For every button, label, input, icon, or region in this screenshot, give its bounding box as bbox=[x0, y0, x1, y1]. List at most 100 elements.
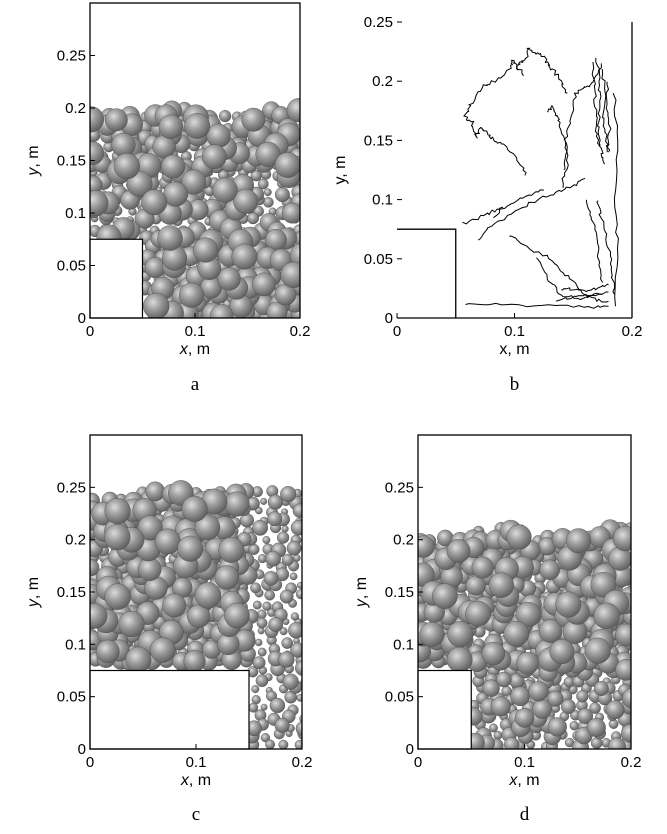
y-tick-label: 0.05 bbox=[57, 258, 86, 275]
particle bbox=[252, 656, 266, 670]
particle bbox=[181, 495, 208, 522]
particle bbox=[566, 528, 592, 554]
particle bbox=[141, 189, 168, 216]
particle-packing bbox=[418, 519, 631, 749]
particle bbox=[218, 537, 245, 563]
trajectory-line bbox=[601, 68, 611, 153]
particle bbox=[286, 98, 300, 123]
particle bbox=[177, 535, 204, 562]
trajectory-line bbox=[555, 291, 609, 302]
x-tick-label: 0 bbox=[414, 754, 422, 771]
particle bbox=[267, 511, 283, 527]
x-tick-label: 0.1 bbox=[504, 323, 525, 340]
y-axis-var: y bbox=[25, 167, 42, 177]
particle bbox=[209, 304, 234, 318]
particle bbox=[419, 621, 445, 647]
particle bbox=[279, 589, 294, 604]
particle bbox=[251, 695, 261, 705]
particle bbox=[250, 170, 262, 182]
trajectories bbox=[462, 47, 619, 309]
particle bbox=[263, 196, 274, 208]
trajectory-line bbox=[465, 302, 609, 309]
particle bbox=[418, 535, 435, 558]
particle bbox=[290, 612, 300, 621]
particle bbox=[446, 646, 473, 673]
particle bbox=[281, 525, 289, 533]
particle bbox=[615, 623, 631, 647]
particle bbox=[137, 515, 163, 541]
y-tick-label: 0.05 bbox=[364, 251, 393, 268]
particle bbox=[104, 583, 131, 610]
particle bbox=[90, 559, 100, 577]
particle bbox=[268, 617, 284, 632]
x-axis-label: x, m bbox=[179, 341, 210, 358]
trajectory-line bbox=[591, 61, 601, 147]
y-tick-label: 0.25 bbox=[57, 479, 86, 496]
particle bbox=[289, 572, 298, 581]
particle bbox=[181, 169, 207, 195]
particle bbox=[149, 637, 176, 663]
obstacle-box bbox=[89, 238, 144, 319]
trajectory-line bbox=[536, 257, 603, 300]
particle bbox=[584, 637, 611, 664]
particle bbox=[503, 621, 530, 647]
particle bbox=[137, 557, 162, 581]
particle bbox=[90, 603, 108, 629]
panel-c: 00.050.10.150.20.250 0.1 0.2x, my, mc bbox=[25, 434, 312, 825]
y-tick-label: 0.05 bbox=[385, 689, 414, 706]
y-axis-var: y bbox=[25, 598, 42, 608]
particle bbox=[547, 717, 567, 737]
particle bbox=[265, 550, 281, 567]
particle bbox=[515, 601, 541, 628]
particle bbox=[281, 553, 294, 566]
particle bbox=[262, 536, 271, 544]
particle bbox=[184, 113, 211, 139]
trajectory-line bbox=[561, 283, 609, 293]
trajectory-line bbox=[547, 105, 568, 171]
y-tick-label: 0.1 bbox=[65, 205, 86, 222]
particle bbox=[290, 642, 302, 658]
y-tick-label: 0.2 bbox=[393, 532, 414, 549]
particle bbox=[294, 740, 302, 749]
particle bbox=[260, 497, 268, 505]
particle bbox=[539, 559, 560, 580]
y-tick-label: 0.25 bbox=[385, 479, 414, 496]
y-axis-unit: , m bbox=[353, 577, 370, 599]
particle bbox=[418, 562, 435, 587]
x-axis-label: x, m bbox=[499, 341, 529, 358]
particle bbox=[217, 267, 241, 291]
particle bbox=[257, 627, 265, 635]
particle bbox=[528, 681, 549, 702]
x-tick-label: 0 bbox=[393, 323, 401, 340]
particle bbox=[280, 261, 300, 288]
particle bbox=[514, 708, 535, 728]
x-axis-unit: , m bbox=[188, 341, 210, 358]
trajectory-line bbox=[605, 81, 612, 153]
particle bbox=[280, 486, 297, 503]
y-axis-var: y bbox=[353, 598, 370, 608]
particle-packing bbox=[90, 98, 300, 318]
particle bbox=[295, 660, 302, 676]
panel-caption: a bbox=[191, 374, 200, 395]
x-tick-label: 0.2 bbox=[290, 323, 311, 340]
particle bbox=[252, 272, 276, 297]
y-tick-label: 0.15 bbox=[57, 584, 86, 601]
particle bbox=[219, 109, 232, 123]
x-axis-var: x bbox=[180, 772, 190, 789]
particle bbox=[297, 582, 302, 589]
particle bbox=[118, 610, 145, 638]
particle bbox=[289, 243, 300, 269]
particle bbox=[488, 572, 514, 598]
particle bbox=[286, 540, 302, 556]
particle bbox=[560, 699, 576, 715]
particle bbox=[262, 601, 272, 611]
y-tick-label: 0.15 bbox=[364, 132, 393, 149]
particle bbox=[201, 144, 227, 169]
particle bbox=[145, 481, 165, 502]
particle bbox=[256, 617, 268, 629]
panel-caption: c bbox=[192, 804, 200, 825]
y-tick-label: 0 bbox=[78, 310, 86, 327]
particle bbox=[214, 565, 240, 590]
particle bbox=[255, 638, 263, 647]
obstacle-box bbox=[89, 669, 250, 750]
